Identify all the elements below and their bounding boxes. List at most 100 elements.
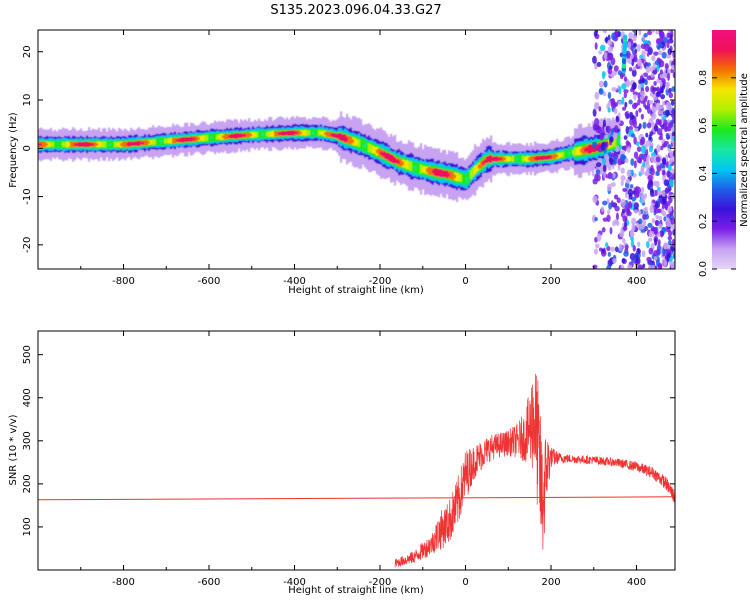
snr-panel: -800 -600 -400 -200 0 200 400 100 200 300 400 500 H… <box>8 330 676 596</box>
spectrogram-cell <box>450 173 453 178</box>
spectrogram-speckle <box>642 121 647 129</box>
spectrogram-speckle <box>610 152 616 158</box>
spectrogram-speckle <box>667 48 672 56</box>
spectrogram-cell <box>592 146 595 151</box>
spectrogram-cell <box>440 171 443 175</box>
spectrogram-speckle <box>649 205 654 214</box>
spectrogram-speckle <box>616 197 621 204</box>
spectrogram-speckle <box>631 217 637 226</box>
spectrogram-speckle <box>657 190 663 196</box>
spectrogram-cell <box>300 131 303 135</box>
spectrogram-speckle <box>646 62 652 67</box>
spectrogram-cell <box>94 143 97 146</box>
spectrogram-speckle <box>658 30 663 36</box>
spectrogram-speckle <box>671 168 675 175</box>
spectrogram-speckle <box>610 246 616 252</box>
spectrogram-speckle <box>664 72 668 79</box>
spectrogram-streak-cell <box>622 34 628 40</box>
spectrogram-cell <box>468 174 471 179</box>
spectrogram-cell <box>394 158 397 163</box>
spectrogram-cell <box>254 133 257 137</box>
spectrogram-cell <box>130 142 133 146</box>
spectrogram-speckle <box>620 264 625 269</box>
spectrogram-cell <box>458 175 461 180</box>
spectrogram-cell <box>404 162 407 167</box>
spectrogram-cell <box>518 157 521 161</box>
spectrogram-speckle <box>630 45 634 52</box>
spectrogram-speckle <box>665 109 670 117</box>
figure-title: S135.2023.096.04.33.G27 <box>270 3 441 18</box>
spectrogram-speckle <box>671 126 675 134</box>
spectrogram-cell <box>288 131 291 135</box>
spectrogram-cell <box>548 156 551 159</box>
spectrogram-cell <box>400 160 403 165</box>
spectrogram-cell <box>88 143 91 146</box>
spectrogram-speckle <box>619 144 623 150</box>
spectrogram-cell <box>578 148 581 154</box>
spectrogram-speckle <box>659 132 663 138</box>
spectrogram-speckle <box>621 96 625 105</box>
snr-xtick-label: -800 <box>112 577 135 588</box>
spectrogram-cell <box>244 134 247 137</box>
spectrogram-cell <box>126 143 129 146</box>
spectrogram-speckle <box>655 180 660 188</box>
spectrogram-speckle <box>594 92 600 100</box>
spectrogram-speckle <box>623 135 628 141</box>
spectrogram-cell <box>70 143 73 146</box>
spectrogram-speckle <box>665 81 670 88</box>
spectrogram-speckle <box>663 119 668 127</box>
spectrogram-speckle <box>633 202 639 209</box>
spectrogram-cell <box>456 175 459 179</box>
snr-series-1 <box>394 373 675 568</box>
spectrogram-speckle <box>636 44 641 52</box>
spectrogram-speckle <box>592 108 597 117</box>
spectrogram-speckle <box>642 214 647 220</box>
spectrogram-speckle <box>663 242 667 250</box>
spectrogram-cell <box>444 172 447 176</box>
spectrogram-speckle <box>632 35 637 42</box>
spectrogram-cell <box>558 154 561 157</box>
spectrogram-speckle <box>628 32 634 39</box>
spectrogram-speckle <box>611 32 616 41</box>
spectrogram-speckle <box>632 66 637 71</box>
spectrogram-speckle <box>607 166 612 171</box>
spectrogram-cell <box>242 134 245 137</box>
spectrogram-speckle <box>623 251 629 257</box>
spectrogram-speckle <box>620 175 626 181</box>
spectrogram-cell <box>414 165 417 170</box>
spectrogram-speckle <box>658 215 663 221</box>
spectrogram-speckle <box>669 217 675 225</box>
spectrogram-speckle <box>613 108 618 114</box>
snr-ytick-label: 500 <box>22 345 33 364</box>
spectrogram-cell <box>194 137 197 141</box>
spectrogram-cell <box>56 143 59 146</box>
spectrogram-cell <box>586 147 589 152</box>
spectrogram-cell <box>576 149 579 154</box>
spectrogram-speckle <box>668 239 672 246</box>
spectrogram-cell <box>388 155 391 160</box>
spectrogram-speckle <box>601 70 606 80</box>
spectrogram-cell <box>284 131 287 135</box>
spectrogram-speckle <box>640 43 646 50</box>
spectrogram-speckle <box>663 179 670 187</box>
snr-ytick-label: 100 <box>22 517 33 536</box>
spectrogram-cell <box>268 132 271 136</box>
spectrogram-cell <box>272 132 275 136</box>
spectrogram-speckle <box>650 167 655 176</box>
spectrogram-speckle <box>635 109 639 118</box>
spectrogram-cell <box>596 145 599 150</box>
spectrogram-speckle <box>615 212 619 221</box>
spectrogram-speckle <box>661 101 666 107</box>
spectrogram-speckle <box>600 143 606 151</box>
spectrogram-speckle <box>595 169 601 175</box>
spectrogram-cell <box>398 160 401 164</box>
spectrogram-speckle <box>661 51 667 59</box>
spectrogram-cell <box>484 159 487 164</box>
spectrogram-speckle <box>645 85 650 93</box>
spectrogram-speckle <box>667 38 674 44</box>
spectrogram-speckle <box>647 174 653 181</box>
spectrogram-cell <box>240 134 243 137</box>
spectrogram-cell <box>86 143 89 146</box>
spectrogram-speckle <box>649 131 654 137</box>
spectrogram-speckle <box>617 70 622 76</box>
